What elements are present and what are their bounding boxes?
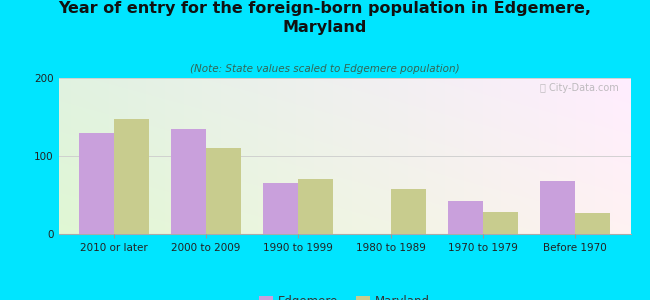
Text: Ⓜ City-Data.com: Ⓜ City-Data.com: [540, 83, 619, 93]
Bar: [391, 189, 426, 234]
Bar: [540, 181, 575, 234]
Bar: [298, 179, 333, 234]
Bar: [483, 212, 518, 234]
Legend: Edgemere, Maryland: Edgemere, Maryland: [254, 290, 435, 300]
Bar: [171, 129, 206, 234]
Text: (Note: State values scaled to Edgemere population): (Note: State values scaled to Edgemere p…: [190, 64, 460, 74]
Bar: [575, 213, 610, 234]
Bar: [263, 183, 298, 234]
Text: Year of entry for the foreign-born population in Edgemere,
Maryland: Year of entry for the foreign-born popul…: [58, 2, 592, 35]
Bar: [448, 201, 483, 234]
Bar: [79, 133, 114, 234]
Bar: [206, 148, 241, 234]
Bar: [114, 118, 149, 234]
